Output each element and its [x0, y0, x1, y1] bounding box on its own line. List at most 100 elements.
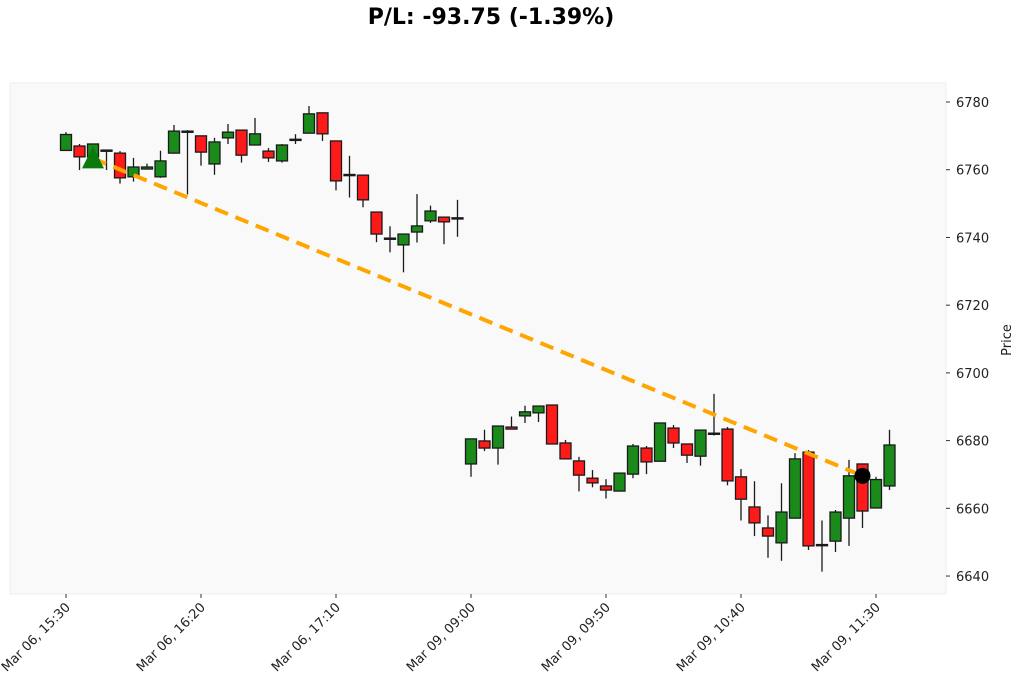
candle	[194, 135, 208, 166]
candle	[775, 483, 788, 561]
candle	[829, 510, 842, 552]
candle	[613, 472, 626, 492]
candle-body	[208, 141, 221, 165]
trade-line	[92, 156, 864, 478]
candle	[208, 137, 221, 175]
candle-body	[383, 237, 397, 240]
candle	[626, 443, 640, 479]
candle	[599, 479, 613, 499]
y-tick-label: 6780	[956, 96, 989, 111]
candle-body	[424, 210, 437, 222]
candle-body	[721, 428, 734, 482]
candle-body	[680, 443, 694, 456]
candle	[653, 422, 667, 462]
candle	[451, 199, 464, 237]
candle-body	[856, 463, 869, 512]
candle	[370, 211, 383, 243]
candle-body	[775, 511, 788, 544]
candle	[316, 112, 329, 141]
candle-body	[815, 543, 829, 547]
candle-body	[451, 217, 464, 220]
candle-body	[275, 144, 289, 162]
candle	[181, 130, 194, 195]
candle-body	[613, 472, 626, 492]
candle	[532, 405, 545, 422]
candle-body	[289, 138, 302, 142]
candle	[680, 443, 694, 463]
candle	[842, 459, 856, 546]
candle	[572, 456, 586, 492]
candle	[802, 450, 815, 550]
x-tick-label: Mar 09, 09:00	[404, 600, 479, 675]
candle	[356, 174, 370, 208]
candle	[815, 520, 829, 572]
candle-body	[154, 160, 167, 178]
candle	[343, 155, 356, 198]
candle-body	[586, 477, 599, 484]
candle-body	[694, 429, 707, 457]
candle	[167, 125, 181, 154]
candle	[73, 143, 86, 171]
candle	[410, 194, 424, 243]
candle	[302, 106, 316, 134]
y-tick-label: 6640	[956, 570, 989, 585]
candle-body	[491, 425, 505, 449]
candle	[694, 429, 707, 466]
candle-body	[316, 112, 329, 135]
candle-body	[842, 475, 856, 519]
y-axis-label: Price	[1000, 324, 1015, 356]
candle	[586, 470, 599, 488]
candle-body	[761, 527, 775, 537]
candle	[518, 405, 532, 423]
candle-body	[572, 460, 586, 476]
candle	[869, 476, 883, 509]
candle-body	[343, 173, 356, 177]
candle-body	[883, 444, 896, 487]
x-tick-label: Mar 06, 15:30	[0, 600, 74, 675]
candle-body	[113, 152, 127, 179]
candle	[100, 149, 113, 171]
candle-body	[167, 130, 181, 154]
candle-body	[235, 129, 248, 156]
y-tick-label: 6680	[956, 435, 989, 450]
candle	[464, 438, 478, 477]
candle	[505, 416, 518, 430]
y-tick-label: 6700	[956, 367, 989, 382]
candle-body	[370, 211, 383, 235]
candle	[59, 132, 73, 152]
candle	[383, 226, 397, 253]
x-axis: Mar 06, 15:30 Mar 06, 16:20 Mar 06, 17:10 M…	[0, 594, 884, 675]
candle-body	[559, 442, 572, 460]
candle-body	[221, 131, 235, 139]
candle	[545, 404, 559, 445]
candle-body	[667, 427, 680, 444]
candle-body	[248, 133, 262, 146]
candle-body	[505, 426, 518, 430]
candle	[397, 233, 410, 273]
candle-body	[640, 447, 653, 463]
exit-circle-icon	[854, 467, 871, 484]
candle	[140, 163, 154, 170]
y-tick-label: 6740	[956, 231, 989, 246]
candle-body	[262, 150, 275, 159]
y-axis: 6640 6660 6680 6700 6720 6740 6760 6780	[946, 96, 989, 585]
candle	[788, 453, 802, 519]
candle	[667, 425, 680, 449]
candle	[761, 515, 775, 558]
candle-body	[397, 233, 410, 246]
chart-title: P/L: -93.75 (-1.39%)	[367, 5, 615, 30]
x-tick-label: Mar 06, 16:20	[134, 600, 209, 675]
candle	[221, 124, 235, 144]
y-tick-label: 6720	[956, 299, 989, 314]
candle	[883, 429, 896, 491]
candle-body	[437, 216, 451, 223]
candle	[289, 134, 302, 144]
entry-triangle-icon	[82, 146, 104, 169]
candle-body	[748, 506, 761, 524]
candle-body	[869, 478, 883, 509]
candle	[248, 117, 262, 146]
candle-body	[478, 440, 491, 449]
candle-body	[518, 411, 532, 417]
candle-body	[532, 405, 545, 414]
candle	[329, 140, 343, 191]
